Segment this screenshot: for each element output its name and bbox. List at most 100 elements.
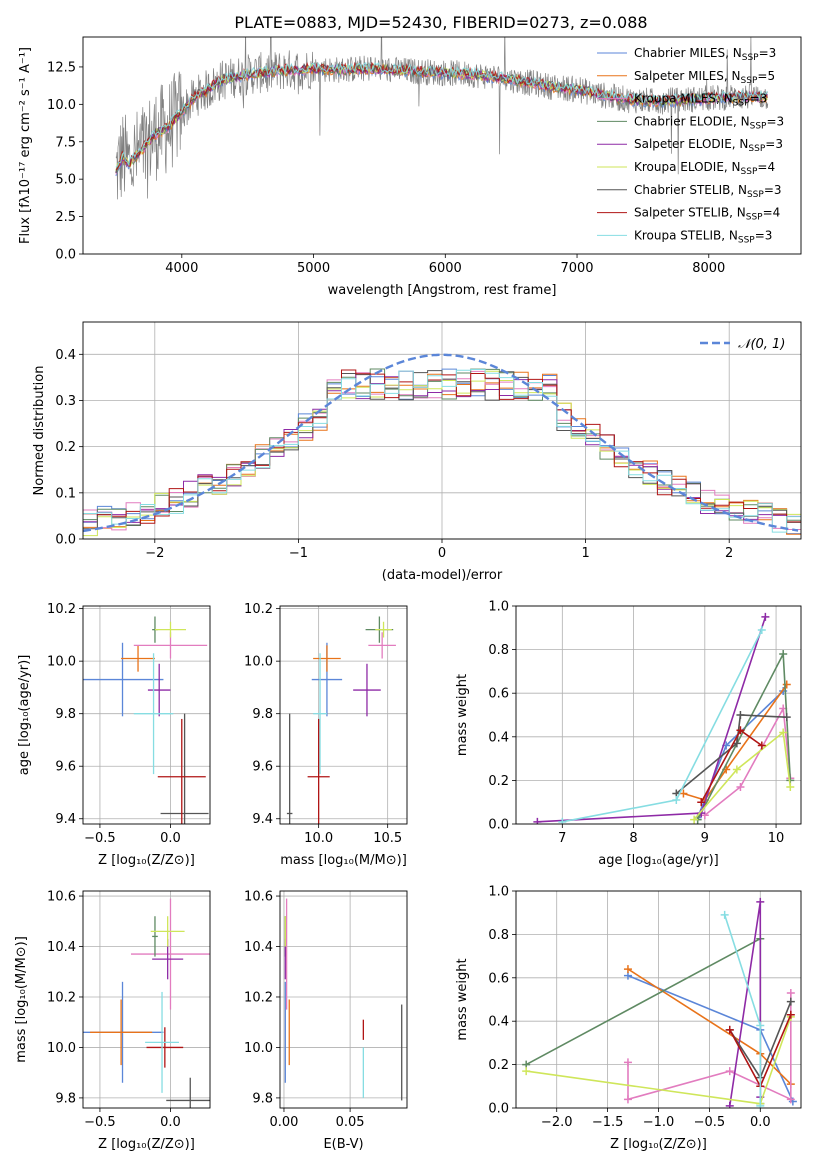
y-axis-label: mass [log₁₀(M/M⊙)]	[14, 936, 29, 1063]
x-tick-label: 0.0	[160, 831, 181, 846]
weight-vs-metallicity-panel: −2.0 −1.5 −1.0 −0.5 0.0 0.0 0.2 0.4 0.6 0.8 1.0 Z […	[455, 885, 802, 1152]
line-plot-area	[533, 612, 795, 824]
series-marker	[736, 782, 745, 791]
series-marker	[761, 612, 770, 621]
y-tick-label: 10.6	[244, 890, 273, 905]
y-tick-label: 2.5	[55, 210, 76, 225]
series-marker	[679, 789, 688, 798]
x-tick-label: 7000	[560, 261, 593, 276]
mass-vs-metallicity-panel: −0.5 0.0 9.8 10.0 10.2 10.4 10.6 Z [log₁₀(Z/Z⊙)…	[14, 890, 211, 1152]
x-axis-label: Z [log₁₀(Z/Z⊙)]	[98, 1137, 195, 1152]
series-marker	[779, 649, 788, 658]
legend-label: Kroupa STELIB, NSSP=3	[634, 228, 772, 245]
x-axis-label: mass [log₁₀(M/M⊙)]	[280, 853, 407, 868]
series-marker	[779, 728, 788, 737]
series-marker	[725, 1067, 734, 1076]
x-tick-label: 5000	[297, 261, 330, 276]
spectrum-plot-area	[115, 37, 769, 200]
axes-frame	[515, 890, 802, 1109]
x-tick-label: 9	[701, 831, 709, 846]
x-tick-label: 0.00	[269, 1115, 298, 1130]
y-tick-label: 10.2	[47, 602, 76, 617]
series-marker	[697, 798, 706, 807]
y-tick-label: 10.4	[47, 940, 76, 955]
series-line	[675, 714, 787, 795]
x-tick-label: 8	[629, 831, 637, 846]
x-tick-label: 7	[558, 831, 566, 846]
x-tick-label: 4000	[165, 261, 198, 276]
y-tick-label: 9.8	[252, 1091, 273, 1106]
x-axis-label: Z [log₁₀(Z/Z⊙)]	[610, 1137, 707, 1152]
errorbar-plot-area	[284, 898, 403, 1101]
series-line	[729, 901, 762, 1106]
series-marker	[756, 1021, 765, 1030]
x-tick-label: 8000	[692, 261, 725, 276]
y-tick-label: 0.8	[488, 643, 509, 658]
y-tick-label: 10.0	[47, 98, 76, 113]
y-tick-label: 10.6	[47, 890, 76, 905]
y-tick-label: 10.4	[244, 940, 273, 955]
series-marker	[786, 997, 795, 1006]
y-tick-label: 0.2	[488, 774, 509, 789]
series-marker	[720, 910, 729, 919]
legend-label: Chabrier ELODIE, NSSP=3	[634, 114, 784, 131]
x-tick-label: 10.5	[373, 831, 402, 846]
x-tick-label: −0.5	[84, 1115, 116, 1130]
series-marker	[623, 965, 632, 974]
axes-frame	[82, 890, 211, 1109]
x-tick-label: 0.0	[750, 1115, 771, 1130]
series-marker	[782, 713, 791, 722]
legend-label: Chabrier STELIB, NSSP=3	[634, 183, 782, 200]
spectrum-panel: 4000 5000 6000 7000 8000 0.0 2.5 5.0 7.5 10.0 12.5…	[18, 36, 802, 298]
series-marker	[533, 817, 542, 824]
series-marker	[786, 782, 795, 791]
y-tick-label: 10.0	[47, 1041, 76, 1056]
x-tick-label: −1.5	[592, 1115, 624, 1130]
axes-frame	[82, 36, 802, 255]
y-tick-label: 9.8	[252, 707, 273, 722]
series-marker	[756, 1101, 765, 1108]
x-tick-label: 10.0	[304, 831, 333, 846]
x-tick-label: 0.0	[160, 1115, 181, 1130]
series-marker	[558, 817, 567, 824]
y-tick-label: 10.2	[244, 602, 273, 617]
x-tick-label: 0.05	[336, 1115, 365, 1130]
axes-frame	[279, 890, 408, 1109]
y-tick-label: 0.3	[55, 394, 76, 409]
axes-frame	[279, 605, 408, 825]
age-vs-mass-panel: 10.0 10.5 9.4 9.6 9.8 10.0 10.2 mass [log₁₀(M/M…	[244, 602, 408, 868]
legend-label: Kroupa MILES, NSSP=3	[634, 92, 767, 109]
y-tick-label: 9.6	[252, 760, 273, 775]
y-tick-label: 10.2	[244, 990, 273, 1005]
series-marker	[736, 726, 745, 735]
y-tick-label: 0.4	[488, 1015, 509, 1030]
x-axis-label: E(B-V)	[323, 1137, 363, 1152]
x-tick-label: −1.0	[643, 1115, 675, 1130]
series-marker	[757, 625, 766, 634]
y-axis-label: Normed distribution	[32, 366, 47, 496]
model-spectrum-line	[115, 62, 768, 168]
x-axis-label: Z [log₁₀(Z/Z⊙)]	[98, 853, 195, 868]
figure-title: PLATE=0883, MJD=52430, FIBERID=0273, z=0…	[234, 13, 647, 32]
series-marker	[786, 988, 795, 997]
series-marker	[522, 1067, 531, 1076]
x-tick-label: 6000	[429, 261, 462, 276]
series-marker	[623, 1058, 632, 1067]
series-marker	[672, 796, 681, 805]
legend-label: Salpeter ELODIE, NSSP=3	[634, 137, 783, 154]
legend-label: Kroupa ELODIE, NSSP=4	[634, 160, 775, 177]
age-vs-metallicity-panel: −0.5 0.0 9.4 9.6 9.8 10.0 10.2 Z [log₁₀(Z/Z⊙)] a…	[17, 602, 211, 868]
series-line	[696, 690, 784, 818]
legend-label: Chabrier MILES, NSSP=3	[634, 46, 776, 63]
y-axis-label: Flux [fλ10⁻¹⁷ erg cm⁻² s⁻¹ A⁻¹]	[18, 47, 33, 244]
y-axis-label: age [log₁₀(age/yr)]	[17, 655, 32, 776]
x-axis-label: (data-model)/error	[382, 568, 503, 583]
gaussian-curve	[83, 353, 799, 533]
y-tick-label: 0.1	[55, 486, 76, 501]
y-tick-label: 0.6	[488, 971, 509, 986]
legend-label: Salpeter MILES, NSSP=5	[634, 69, 775, 86]
x-axis-label: wavelength [Angstrom, rest frame]	[328, 283, 557, 298]
y-axis-label: mass weight	[455, 958, 470, 1040]
y-tick-label: 10.0	[244, 1041, 273, 1056]
y-tick-label: 9.4	[55, 812, 76, 827]
